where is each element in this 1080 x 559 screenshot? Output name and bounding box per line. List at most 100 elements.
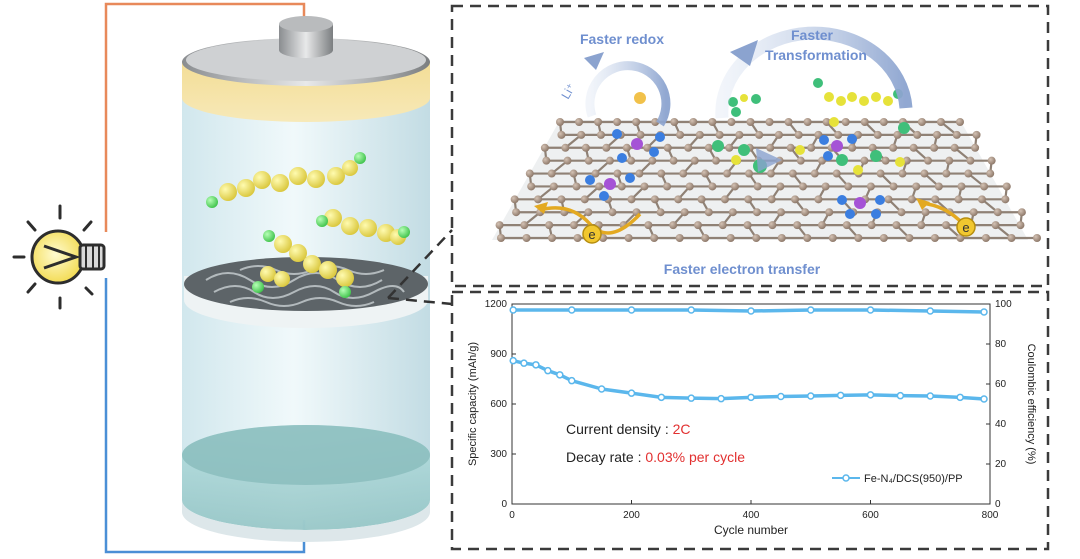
- carbon-atom: [557, 195, 566, 204]
- carbon-atom: [905, 234, 914, 242]
- carbon-atom: [708, 182, 717, 191]
- carbon-atom: [832, 169, 841, 178]
- carbon-atom: [725, 143, 734, 152]
- carbon-atom: [569, 221, 578, 230]
- carbon-atom: [624, 234, 633, 242]
- carbon-atom: [656, 208, 665, 217]
- x-tick-label: 600: [862, 510, 879, 521]
- carbon-atom: [766, 169, 775, 178]
- label-faster-electron-transfer: Faster electron transfer: [664, 261, 821, 277]
- carbon-atom: [768, 221, 777, 230]
- zoom-connectors: [387, 229, 453, 306]
- carbon-atom: [569, 169, 578, 178]
- carbon-atom: [572, 182, 581, 191]
- carbon-atom: [818, 221, 827, 230]
- y2-tick-label: 40: [995, 419, 1007, 430]
- carbon-atom: [822, 118, 831, 126]
- carbon-atom: [522, 234, 531, 242]
- carbon-atom: [695, 130, 704, 139]
- carbon-atom: [726, 234, 735, 242]
- label-faster-redox: Faster redox: [580, 31, 664, 47]
- carbon-atom: [674, 195, 683, 204]
- carbon-atom: [889, 143, 898, 152]
- carbon-atom: [746, 118, 755, 126]
- carbon-atom: [548, 234, 557, 242]
- carbon-atom: [796, 156, 805, 165]
- y2-tick-label: 100: [995, 299, 1012, 310]
- carbon-atom: [801, 208, 810, 217]
- capacity-point: [926, 392, 934, 400]
- efficiency-point: [687, 306, 695, 314]
- carbon-atom: [942, 169, 951, 178]
- efficiency-point: [807, 306, 815, 314]
- carbon-atom: [540, 143, 549, 152]
- carbon-atom: [510, 195, 519, 204]
- carbon-atom: [684, 143, 693, 152]
- capacity-point: [532, 361, 540, 369]
- capacity-point: [777, 392, 785, 401]
- bottom-zoom-frame: [450, 290, 1050, 551]
- graphene-sheet: e e Li⁺: [492, 26, 1041, 244]
- carbon-atom: [704, 208, 713, 217]
- carbon-atom: [912, 182, 921, 191]
- efficiency-point: [627, 306, 636, 314]
- carbon-atom: [810, 169, 819, 178]
- carbon-atom: [1002, 182, 1011, 191]
- top-zoom-frame: [450, 4, 1050, 288]
- carbon-atom: [650, 234, 659, 242]
- carbon-atom: [821, 182, 830, 191]
- carbon-atom: [784, 118, 793, 126]
- carbon-atom: [663, 182, 672, 191]
- carbon-atom: [727, 118, 736, 126]
- carbon-atom: [680, 208, 689, 217]
- capacity-point: [568, 376, 576, 385]
- carbon-atom: [954, 195, 963, 204]
- x-tick-label: 0: [509, 510, 515, 521]
- carbon-atom: [1033, 234, 1041, 242]
- capacity-point: [866, 391, 875, 399]
- carbon-atom: [767, 195, 776, 204]
- y2-tick-label: 80: [995, 339, 1007, 350]
- carbon-atom: [825, 208, 834, 217]
- carbon-atom: [952, 130, 961, 139]
- carbon-atom: [921, 208, 930, 217]
- carbon-atom: [594, 118, 603, 126]
- carbon-atom: [701, 234, 710, 242]
- svg-text:e: e: [588, 227, 595, 242]
- carbon-atom: [534, 195, 543, 204]
- carbon-atom: [860, 156, 869, 165]
- carbon-atom: [575, 118, 584, 126]
- legend: Fe-N₄/DCS(950)/PP: [832, 473, 963, 485]
- carbon-atom: [936, 118, 945, 126]
- carbon-atom: [545, 221, 554, 230]
- carbon-atom: [803, 118, 812, 126]
- adsorbed-species: [712, 78, 910, 175]
- carbon-atom: [693, 221, 702, 230]
- x-axis-label: Cycle number: [714, 523, 788, 537]
- carbon-atom: [697, 195, 706, 204]
- carbon-atom: [892, 221, 901, 230]
- carbon-atom: [881, 156, 890, 165]
- carbon-atom: [945, 156, 954, 165]
- carbon-atom: [956, 118, 964, 126]
- carbon-atom: [657, 169, 666, 178]
- carbon-atom: [547, 169, 556, 178]
- carbon-atom: [981, 234, 990, 242]
- carbon-atom: [549, 182, 558, 191]
- carbon-atom: [971, 143, 980, 152]
- carbon-atom: [777, 234, 786, 242]
- carbon-atom: [584, 156, 593, 165]
- carbon-atom: [753, 182, 762, 191]
- carbon-atom: [828, 234, 837, 242]
- carbon-atom: [957, 182, 966, 191]
- carbon-atom: [993, 208, 1002, 217]
- faster-redox-arrow: [584, 52, 671, 127]
- carbon-atom: [776, 182, 785, 191]
- carbon-atom: [791, 195, 800, 204]
- watermark: 大数跨境: [12, 531, 92, 552]
- carbon-atom: [577, 130, 586, 139]
- carbon-atom: [690, 156, 699, 165]
- carbon-atom: [980, 182, 989, 191]
- y-tick-label: 1200: [485, 299, 508, 310]
